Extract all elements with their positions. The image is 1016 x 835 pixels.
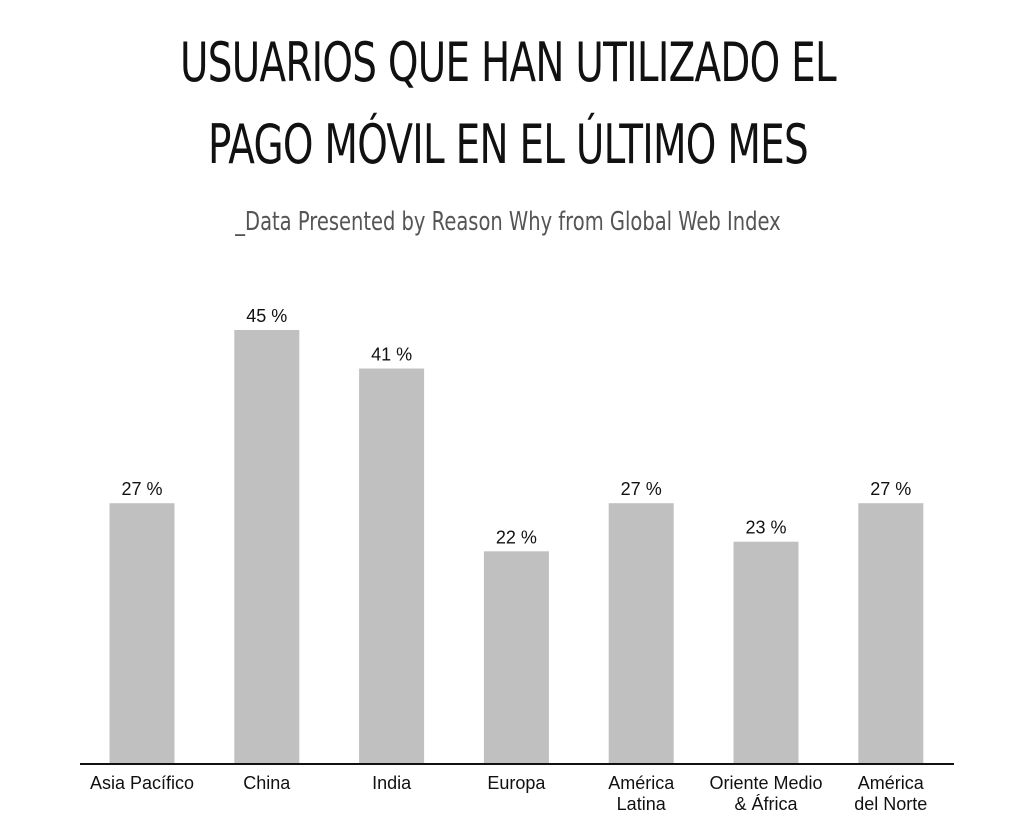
data-label-6: 27 % bbox=[870, 479, 911, 499]
bar-6 bbox=[858, 503, 924, 763]
data-label-5: 23 % bbox=[745, 518, 786, 538]
bars-group bbox=[109, 330, 924, 763]
category-label-0: Asia Pacífico bbox=[90, 773, 194, 793]
bar-5 bbox=[733, 541, 799, 763]
category-label-6-line-1: del Norte bbox=[854, 794, 927, 814]
data-label-0: 27 % bbox=[121, 479, 162, 499]
category-label-6-line-0: América bbox=[858, 773, 925, 793]
chart-subtitle: _Data Presented by Reason Why from Globa… bbox=[235, 207, 781, 237]
category-label-4-line-1: Latina bbox=[617, 794, 667, 814]
bar-1 bbox=[234, 330, 300, 763]
category-label-4-line-0: América bbox=[608, 773, 675, 793]
bar-2 bbox=[359, 368, 425, 763]
bar-0 bbox=[109, 503, 175, 763]
labels-group: 27 % Asia Pacífico 45 % China 41 % India 22 % E… bbox=[90, 306, 927, 814]
category-label-2: India bbox=[372, 773, 412, 793]
category-label-5-line-1: & África bbox=[734, 794, 798, 814]
data-label-3: 22 % bbox=[496, 527, 537, 547]
category-label-5-line-0: Oriente Medio bbox=[709, 773, 822, 793]
bar-3 bbox=[483, 551, 549, 763]
data-label-4: 27 % bbox=[621, 479, 662, 499]
category-label-3: Europa bbox=[487, 773, 546, 793]
bar-4 bbox=[608, 503, 674, 763]
data-label-2: 41 % bbox=[371, 345, 412, 365]
category-label-1: China bbox=[243, 773, 291, 793]
data-label-1: 45 % bbox=[246, 306, 287, 326]
chart-title: USUARIOS QUE HAN UTILIZADO EL PAGO MÓVIL… bbox=[180, 31, 837, 176]
